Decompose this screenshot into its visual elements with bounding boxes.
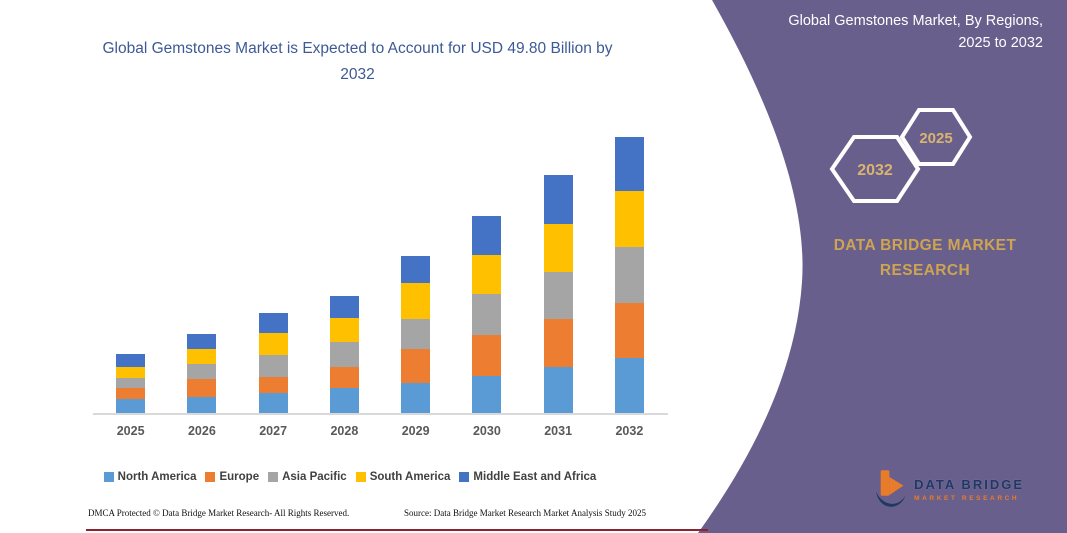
legend-item: South America (355, 471, 451, 483)
bar-column (116, 354, 146, 413)
legend-label: Asia Pacific (282, 471, 347, 483)
bar-segment (472, 375, 502, 413)
brand-wordmark: DATA BRIDGE MARKET RESEARCH (833, 237, 1017, 279)
legend-item: North America (103, 471, 197, 483)
bar-segment (258, 377, 288, 394)
hexagon-year-label: 2032 (857, 162, 893, 179)
bar-segment (614, 303, 644, 359)
purple-shape-path (698, 0, 1067, 533)
bar-column (258, 312, 288, 413)
bar-segment (614, 191, 644, 248)
bar-segment (116, 399, 146, 413)
bar-column (472, 216, 502, 413)
legend-swatch (355, 472, 366, 482)
bar-segment (329, 388, 359, 413)
x-axis-label: 2029 (401, 424, 430, 438)
legend: North America Europe Asia Pacific South Ame… (0, 471, 700, 483)
bar-segment (116, 354, 146, 368)
bar-segment (187, 364, 217, 380)
bar-segment (258, 354, 288, 377)
bar-segment (543, 367, 573, 413)
x-axis-label: 2025 (116, 424, 145, 438)
logo-b-stem (880, 470, 890, 496)
bar-segment (543, 318, 573, 368)
bar-segment (187, 349, 217, 365)
bar-segment (329, 295, 359, 319)
bar-segment (116, 367, 146, 379)
legend-label: Europe (219, 471, 260, 483)
bar-segment (187, 379, 217, 397)
x-axis-line (93, 413, 668, 415)
hexagon-year-label: 2025 (919, 130, 952, 147)
panel-title: Global Gemstones Market, By Regions, 202… (788, 13, 1043, 52)
x-axis-label: 2032 (615, 424, 644, 438)
bar-segment (472, 293, 502, 335)
x-axis-labels: 2025 2026 2027 2028 2029 2030 2031 2032 (95, 424, 665, 438)
legend-item: Middle East and Africa (459, 471, 596, 483)
logo-swoosh (876, 491, 906, 507)
hexagon-2032 (829, 135, 921, 203)
bottom-rule (86, 529, 708, 531)
legend-swatch (103, 472, 114, 482)
bar-column (543, 175, 573, 413)
legend-label: Middle East and Africa (473, 471, 597, 483)
legend-swatch (268, 472, 279, 482)
legend-label: South America (369, 471, 451, 483)
bar-segment (472, 255, 502, 294)
x-axis-label: 2028 (330, 424, 359, 438)
legend-swatch (205, 472, 216, 482)
bar-segment (116, 388, 146, 400)
bar-segment (187, 334, 217, 350)
bar-column (329, 295, 359, 413)
bar-segment (401, 383, 431, 413)
chart-title: Global Gemstones Market is Expected to A… (102, 40, 613, 83)
bar-segment (258, 312, 288, 333)
legend-item: Asia Pacific (268, 471, 347, 483)
logo-tagline: MARKET RESEARCH (914, 494, 1020, 502)
bar-segment (543, 223, 573, 272)
bar-segment (472, 334, 502, 376)
x-axis-label: 2031 (544, 424, 573, 438)
legend-label: North America (117, 471, 197, 483)
x-axis-label: 2030 (472, 424, 501, 438)
bar-segment (543, 175, 573, 224)
hexagon-2025 (899, 108, 973, 166)
bar-segment (543, 271, 573, 319)
bar-segment (187, 396, 217, 413)
bar-column (614, 137, 644, 413)
bar-segment (614, 137, 644, 192)
bar-column (401, 256, 431, 413)
bar-segment (329, 367, 359, 389)
logo-name: DATA BRIDGE (914, 476, 1024, 492)
legend-swatch (459, 472, 470, 482)
bar-segment (329, 318, 359, 343)
bar-segment (401, 349, 431, 384)
logo-text-block: DATA BRIDGE MARKET RESEARCH (914, 477, 1024, 502)
x-axis-label: 2027 (259, 424, 288, 438)
bar-segment (258, 332, 288, 355)
bar-segment (614, 247, 644, 304)
bar-segment (401, 319, 431, 350)
bar-column (187, 334, 217, 413)
logo-b-icon (876, 470, 906, 507)
footer-source-note: Source: Data Bridge Market Research Mark… (404, 508, 646, 518)
bar-segment (401, 283, 431, 320)
x-axis-label: 2026 (187, 424, 216, 438)
hexagon-badges: 2032 2025 (829, 108, 973, 203)
bar-segment (614, 358, 644, 413)
bar-segment (329, 342, 359, 368)
dbmr-logo: DATA BRIDGE MARKET RESEARCH (874, 458, 1024, 520)
bar-segment (472, 216, 502, 256)
bar-segment (258, 393, 288, 413)
logo-b-bowl (889, 476, 904, 496)
bar-segment (401, 256, 431, 284)
legend-item: Europe (205, 471, 259, 483)
bars-area (95, 136, 665, 413)
bar-segment (116, 378, 146, 389)
footer-dmca-notice: DMCA Protected © Data Bridge Market Rese… (88, 508, 350, 518)
